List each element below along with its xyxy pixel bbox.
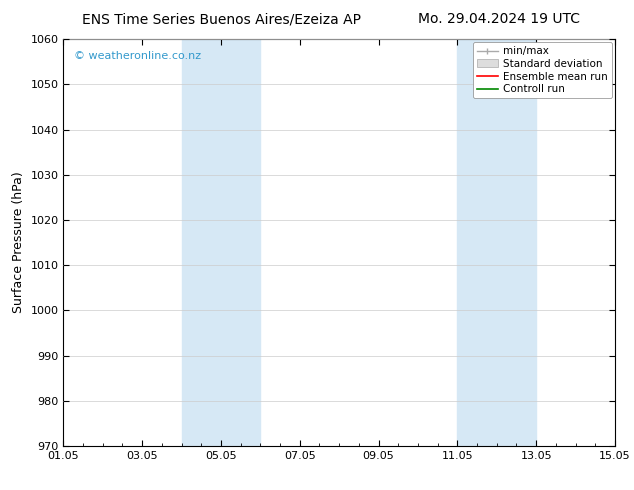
Text: ENS Time Series Buenos Aires/Ezeiza AP: ENS Time Series Buenos Aires/Ezeiza AP bbox=[82, 12, 361, 26]
Bar bbox=[181, 39, 261, 446]
Y-axis label: Surface Pressure (hPa): Surface Pressure (hPa) bbox=[12, 172, 25, 314]
Text: Mo. 29.04.2024 19 UTC: Mo. 29.04.2024 19 UTC bbox=[418, 12, 581, 26]
Text: © weatheronline.co.nz: © weatheronline.co.nz bbox=[74, 51, 202, 61]
Legend: min/max, Standard deviation, Ensemble mean run, Controll run: min/max, Standard deviation, Ensemble me… bbox=[473, 42, 612, 98]
Bar bbox=[457, 39, 536, 446]
